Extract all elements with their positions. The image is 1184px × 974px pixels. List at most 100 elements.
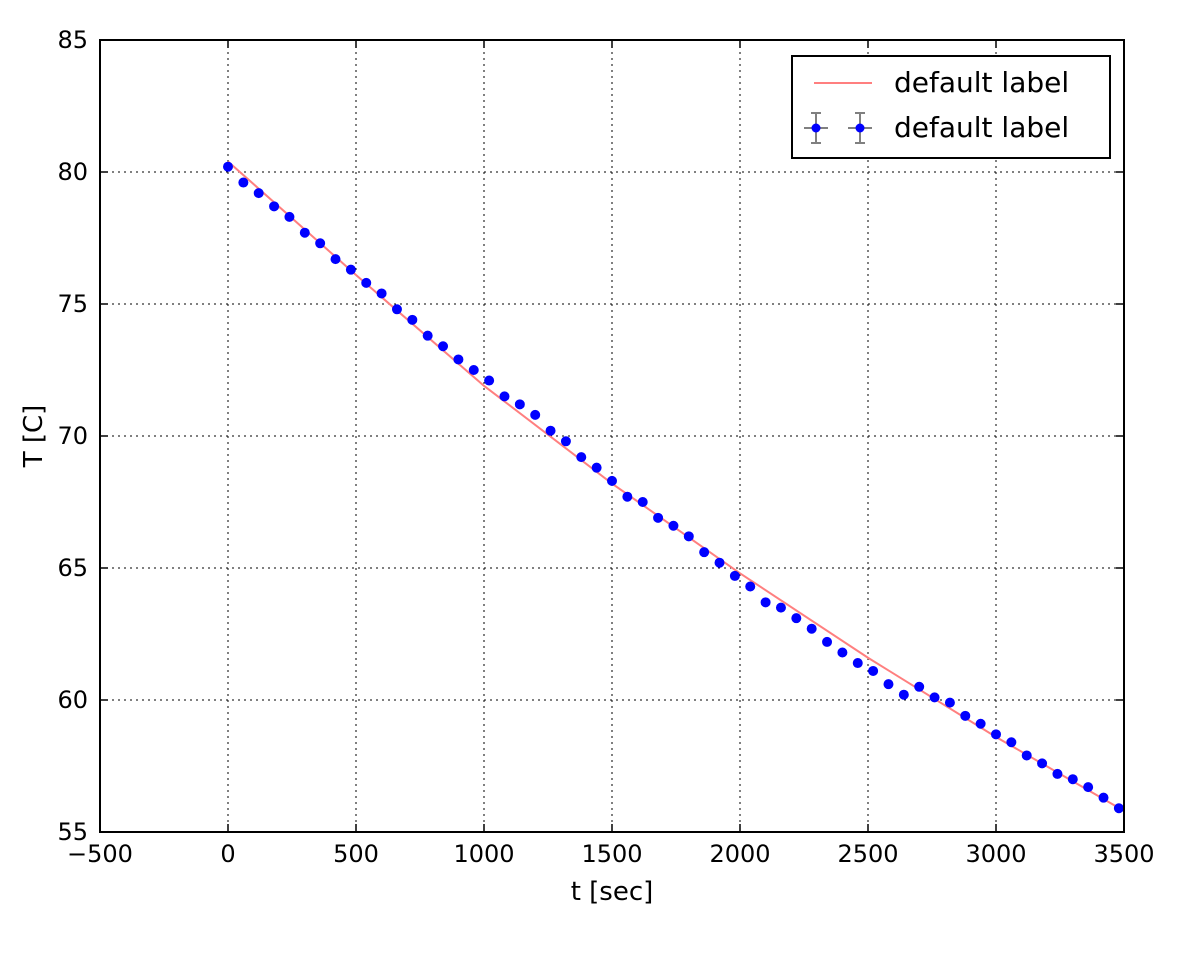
data-point-marker [315, 238, 326, 249]
data-point-marker [791, 613, 802, 624]
data-point-marker [806, 623, 817, 634]
data-point [929, 692, 940, 703]
data-point [1021, 750, 1032, 761]
data-point [883, 679, 894, 690]
data-point [637, 497, 648, 507]
data-point-marker [591, 462, 602, 473]
data-point [683, 531, 694, 542]
data-point [837, 647, 848, 658]
x-tick-label: 3500 [1093, 840, 1154, 868]
data-point-marker [1021, 750, 1032, 761]
data-point [376, 288, 387, 299]
data-point [1037, 758, 1048, 769]
data-point [1113, 803, 1124, 814]
data-point-marker [960, 710, 971, 721]
y-tick-label: 70 [57, 422, 88, 450]
data-point-marker [1113, 803, 1124, 814]
data-point [745, 581, 756, 592]
y-tick-label: 65 [57, 554, 88, 582]
data-point [775, 602, 786, 613]
legend-label-line: default label [894, 66, 1069, 99]
data-point [253, 188, 264, 199]
data-point-marker [330, 254, 341, 265]
data-point [315, 238, 326, 249]
data-point [760, 597, 771, 608]
data-point-marker [560, 436, 571, 447]
data-point-marker [223, 161, 233, 172]
data-point [545, 425, 556, 436]
x-tick-label: 1000 [453, 840, 514, 868]
data-point-marker [898, 689, 909, 700]
y-tick-label: 80 [57, 158, 88, 186]
data-point [729, 570, 740, 581]
data-point-marker [607, 475, 617, 486]
data-point [422, 330, 433, 341]
data-point-marker [699, 547, 710, 558]
data-point-marker [760, 597, 771, 608]
data-point [668, 520, 679, 531]
data-point [791, 613, 802, 624]
data-point-marker [944, 697, 955, 708]
data-point-marker [407, 314, 418, 325]
data-point-marker [299, 227, 310, 238]
data-point [975, 718, 986, 729]
data-point [1052, 768, 1063, 779]
y-tick-label: 55 [57, 818, 88, 846]
data-point [898, 689, 909, 700]
data-point-marker [269, 201, 280, 212]
x-tick-label: 1500 [581, 840, 642, 868]
data-point-marker [514, 399, 525, 410]
data-point [453, 354, 464, 365]
data-point [499, 391, 510, 402]
data-point-marker [822, 636, 833, 647]
data-point [653, 512, 664, 523]
data-point-marker [453, 354, 464, 365]
data-point-marker [545, 425, 556, 436]
data-point-marker [361, 277, 372, 288]
data-point [223, 161, 233, 172]
data-point-marker [1083, 782, 1094, 793]
data-point [576, 452, 587, 463]
data-point [822, 636, 833, 647]
data-point-marker [422, 330, 433, 341]
plot-series [223, 160, 1125, 814]
data-point [699, 547, 710, 558]
data-point [560, 436, 571, 447]
x-tick-label: 3000 [965, 840, 1026, 868]
data-point-marker [345, 264, 356, 275]
data-point-marker [438, 341, 449, 352]
data-point-marker [975, 718, 986, 729]
data-point [1067, 774, 1078, 785]
data-point-marker [668, 520, 679, 531]
data-point [1006, 737, 1017, 748]
data-point [960, 710, 971, 721]
data-point [944, 697, 955, 708]
data-point [391, 304, 402, 315]
data-point-marker [1098, 792, 1109, 803]
data-point-marker [238, 177, 249, 188]
data-point-marker [1052, 768, 1063, 779]
y-axis-label: T [C] [19, 405, 49, 469]
data-point-marker [1037, 758, 1048, 769]
x-axis-label: t [sec] [571, 877, 654, 907]
data-point [438, 341, 449, 352]
legend: default label default label [791, 55, 1111, 159]
data-point-marker [376, 288, 387, 299]
data-point-marker [729, 570, 740, 581]
data-point-marker [929, 692, 940, 703]
legend-box [791, 55, 1111, 159]
data-point-marker [1067, 774, 1078, 785]
data-point [868, 665, 879, 676]
data-point-marker [576, 452, 587, 463]
data-point [1098, 792, 1109, 803]
x-tick-label: 500 [333, 840, 379, 868]
data-point [591, 462, 602, 473]
axis-ticks: −500 0 500 1000 1500 2000 2500 3000 3500 55 60 65 70… [57, 26, 1154, 868]
data-point-marker [253, 188, 264, 199]
x-tick-label: 2500 [837, 840, 898, 868]
data-point-marker [837, 647, 848, 658]
data-point-marker [914, 681, 925, 692]
data-point-marker [622, 491, 633, 502]
data-point-marker [637, 497, 648, 507]
